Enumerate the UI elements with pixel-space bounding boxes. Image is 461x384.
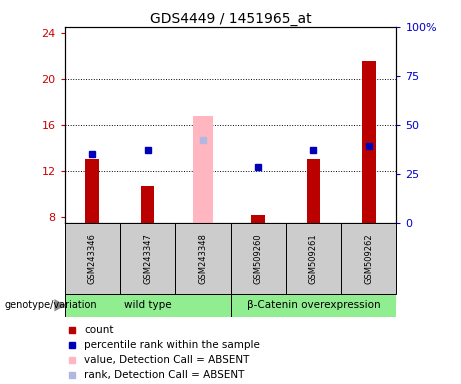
Bar <box>251 215 265 223</box>
Text: GSM243348: GSM243348 <box>198 233 207 284</box>
Bar <box>193 116 213 223</box>
Text: genotype/variation: genotype/variation <box>5 300 97 310</box>
Bar <box>120 223 175 294</box>
Bar <box>85 159 99 223</box>
Text: GSM243347: GSM243347 <box>143 233 152 284</box>
Bar <box>307 159 320 223</box>
Bar <box>286 223 341 294</box>
Bar <box>141 186 154 223</box>
Title: GDS4449 / 1451965_at: GDS4449 / 1451965_at <box>150 12 311 26</box>
Polygon shape <box>54 299 66 311</box>
Bar <box>362 61 376 223</box>
Bar <box>65 294 230 317</box>
Text: value, Detection Call = ABSENT: value, Detection Call = ABSENT <box>84 355 249 365</box>
Bar <box>230 223 286 294</box>
Bar <box>341 223 396 294</box>
Text: GSM509260: GSM509260 <box>254 233 263 283</box>
Text: GSM509262: GSM509262 <box>364 233 373 283</box>
Bar <box>65 223 120 294</box>
Bar <box>175 223 230 294</box>
Text: GSM243346: GSM243346 <box>88 233 97 284</box>
Text: percentile rank within the sample: percentile rank within the sample <box>84 339 260 349</box>
Text: count: count <box>84 325 113 335</box>
Text: wild type: wild type <box>124 300 171 310</box>
Text: GSM509261: GSM509261 <box>309 233 318 283</box>
Text: β-Catenin overexpression: β-Catenin overexpression <box>247 300 380 310</box>
Text: rank, Detection Call = ABSENT: rank, Detection Call = ABSENT <box>84 370 244 380</box>
Bar <box>230 294 396 317</box>
